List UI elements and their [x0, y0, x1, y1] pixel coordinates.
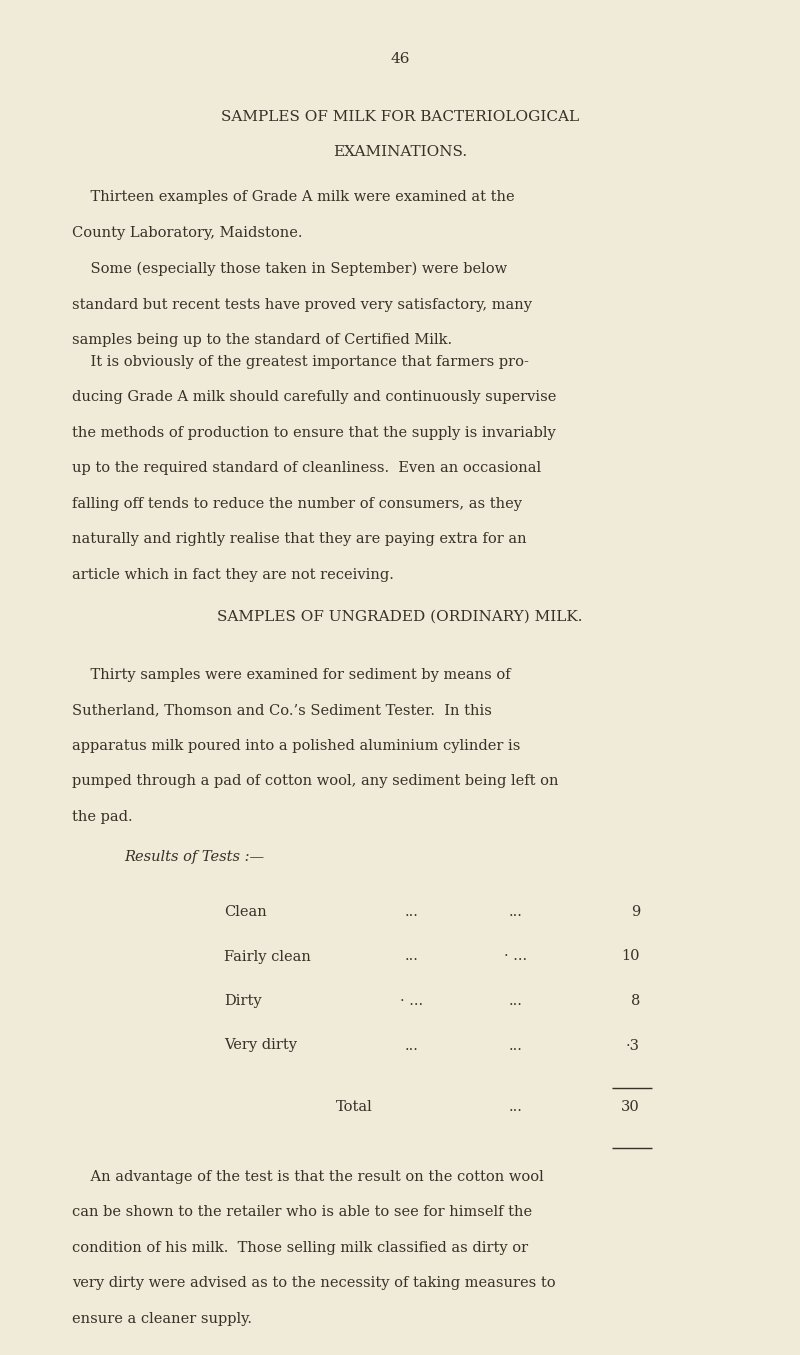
- Text: samples being up to the standard of Certified Milk.: samples being up to the standard of Cert…: [72, 333, 452, 347]
- Text: 46: 46: [390, 51, 410, 66]
- Text: the pad.: the pad.: [72, 810, 133, 824]
- Text: 30: 30: [622, 1100, 640, 1114]
- Text: 8: 8: [630, 995, 640, 1008]
- Text: EXAMINATIONS.: EXAMINATIONS.: [333, 145, 467, 159]
- Text: pumped through a pad of cotton wool, any sediment being left on: pumped through a pad of cotton wool, any…: [72, 775, 558, 789]
- Text: ·3: ·3: [626, 1038, 640, 1053]
- Text: ...: ...: [405, 1038, 419, 1053]
- Text: condition of his milk.  Those selling milk classified as dirty or: condition of his milk. Those selling mil…: [72, 1241, 528, 1255]
- Text: Very dirty: Very dirty: [224, 1038, 297, 1053]
- Text: standard but recent tests have proved very satisfactory, many: standard but recent tests have proved ve…: [72, 298, 532, 312]
- Text: Dirty: Dirty: [224, 995, 262, 1008]
- Text: SAMPLES OF UNGRADED (ORDINARY) MILK.: SAMPLES OF UNGRADED (ORDINARY) MILK.: [218, 610, 582, 625]
- Text: · ...: · ...: [401, 995, 423, 1008]
- Text: SAMPLES OF MILK FOR BACTERIOLOGICAL: SAMPLES OF MILK FOR BACTERIOLOGICAL: [221, 110, 579, 125]
- Text: Results of Tests :—: Results of Tests :—: [124, 850, 264, 864]
- Text: Some (especially those taken in September) were below: Some (especially those taken in Septembe…: [72, 262, 507, 276]
- Text: Sutherland, Thomson and Co.’s Sediment Tester.  In this: Sutherland, Thomson and Co.’s Sediment T…: [72, 703, 492, 718]
- Text: It is obviously of the greatest importance that farmers pro-: It is obviously of the greatest importan…: [72, 355, 529, 369]
- Text: ...: ...: [405, 905, 419, 919]
- Text: 9: 9: [630, 905, 640, 919]
- Text: 10: 10: [622, 950, 640, 963]
- Text: Fairly clean: Fairly clean: [224, 950, 311, 963]
- Text: very dirty were advised as to the necessity of taking measures to: very dirty were advised as to the necess…: [72, 1276, 556, 1290]
- Text: article which in fact they are not receiving.: article which in fact they are not recei…: [72, 568, 394, 583]
- Text: Thirteen examples of Grade A milk were examined at the: Thirteen examples of Grade A milk were e…: [72, 190, 514, 205]
- Text: apparatus milk poured into a polished aluminium cylinder is: apparatus milk poured into a polished al…: [72, 738, 520, 753]
- Text: ...: ...: [509, 995, 523, 1008]
- Text: ducing Grade A milk should carefully and continuously supervise: ducing Grade A milk should carefully and…: [72, 390, 556, 405]
- Text: · ...: · ...: [505, 950, 527, 963]
- Text: up to the required standard of cleanliness.  Even an occasional: up to the required standard of cleanline…: [72, 462, 541, 476]
- Text: ...: ...: [509, 1100, 523, 1114]
- Text: An advantage of the test is that the result on the cotton wool: An advantage of the test is that the res…: [72, 1169, 544, 1184]
- Text: falling off tends to reduce the number of consumers, as they: falling off tends to reduce the number o…: [72, 497, 522, 511]
- Text: Total: Total: [336, 1100, 373, 1114]
- Text: can be shown to the retailer who is able to see for himself the: can be shown to the retailer who is able…: [72, 1206, 532, 1220]
- Text: Thirty samples were examined for sediment by means of: Thirty samples were examined for sedimen…: [72, 668, 510, 682]
- Text: County Laboratory, Maidstone.: County Laboratory, Maidstone.: [72, 225, 302, 240]
- Text: the methods of production to ensure that the supply is invariably: the methods of production to ensure that…: [72, 425, 556, 440]
- Text: naturally and rightly realise that they are paying extra for an: naturally and rightly realise that they …: [72, 533, 526, 546]
- Text: Clean: Clean: [224, 905, 266, 919]
- Text: ...: ...: [509, 905, 523, 919]
- Text: ensure a cleaner supply.: ensure a cleaner supply.: [72, 1312, 252, 1327]
- Text: ...: ...: [509, 1038, 523, 1053]
- Text: ...: ...: [405, 950, 419, 963]
